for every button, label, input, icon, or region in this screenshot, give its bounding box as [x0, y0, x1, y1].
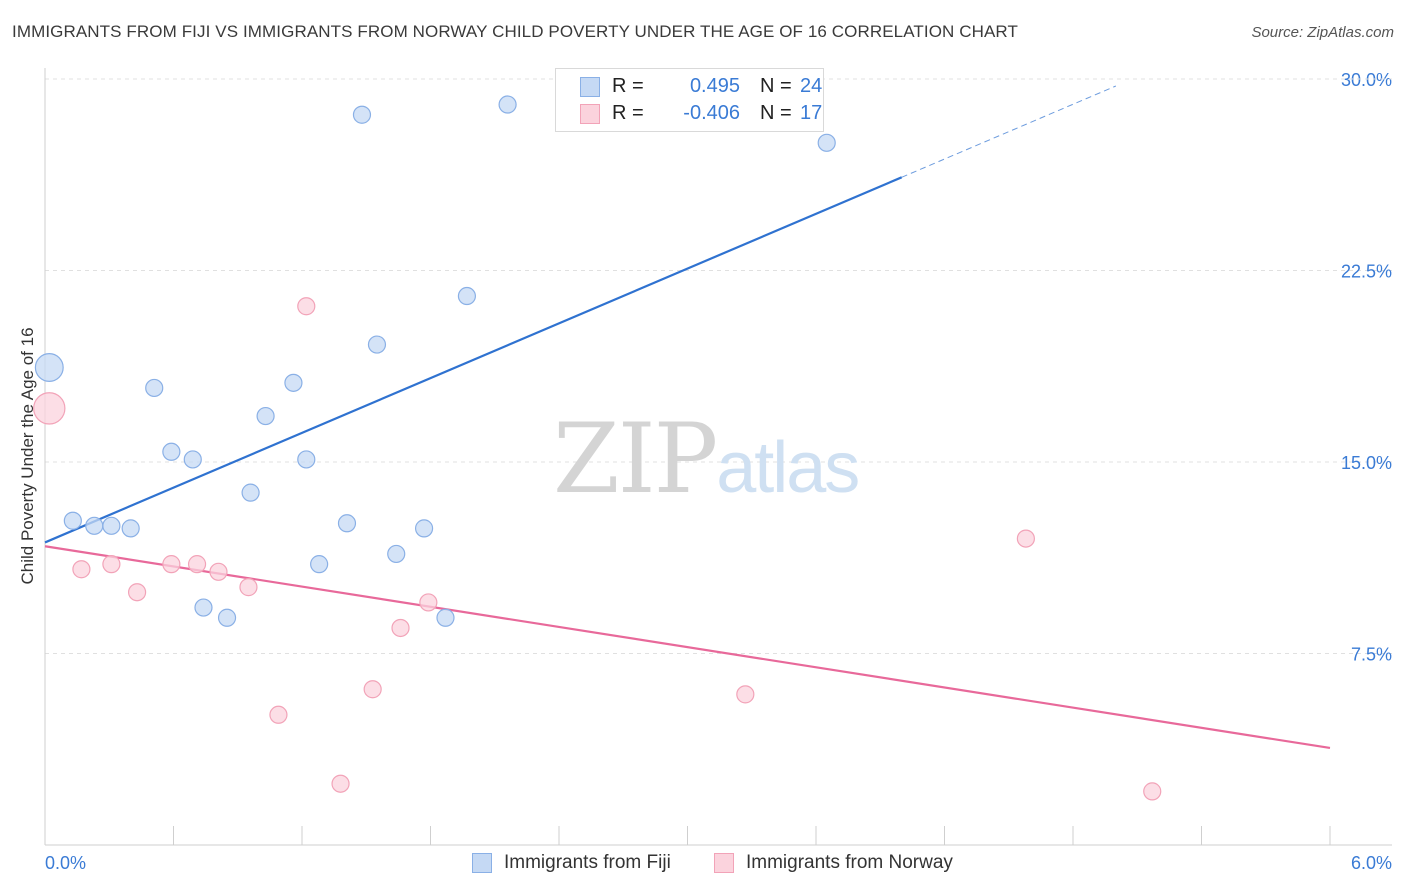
fiji-point: [145, 378, 164, 398]
norway-r-label: R =: [612, 102, 644, 124]
watermark: ZIPatlas: [553, 403, 860, 515]
fiji-point: [436, 608, 455, 627]
fiji-point: [297, 450, 316, 469]
norway-point: [33, 392, 66, 425]
norway-r-value: -0.406: [683, 102, 740, 124]
fiji-point: [310, 555, 329, 574]
norway-point: [162, 555, 181, 574]
x-tick-label: 6.0%: [1351, 853, 1392, 873]
norway-point: [1143, 782, 1162, 801]
norway-point: [209, 562, 228, 581]
fiji-point: [817, 133, 836, 152]
fiji-point: [85, 516, 104, 535]
x-tick-label: 0.0%: [45, 853, 86, 873]
norway-point: [102, 555, 121, 574]
fiji-n-value: 24: [800, 75, 823, 97]
norway-point: [269, 705, 288, 724]
y-tick-label: 22.5%: [1341, 262, 1392, 282]
fiji-point: [194, 598, 213, 617]
norway-n-value: 17: [800, 102, 823, 124]
fiji-point: [367, 335, 387, 354]
correlation-legend: R = 0.495 N = 24 R = -0.406 N = 17: [555, 68, 824, 132]
norway-point: [72, 560, 91, 579]
y-tick-label: 15.0%: [1341, 453, 1392, 473]
fiji-n-label: N =: [760, 75, 792, 97]
fiji-point: [63, 511, 82, 530]
fiji-point: [414, 519, 434, 538]
norway-legend-label: Immigrants from Norway: [746, 852, 953, 873]
fiji-point: [34, 353, 64, 382]
norway-swatch: [580, 104, 600, 124]
fiji-point: [352, 105, 372, 124]
fiji-point: [102, 516, 121, 535]
y-tick-label: 7.5%: [1351, 645, 1392, 665]
y-tick-label: 30.0%: [1341, 70, 1392, 90]
fiji-point: [457, 286, 477, 306]
fiji-point: [498, 95, 517, 114]
norway-n-label: N =: [760, 102, 792, 124]
norway-point: [736, 685, 755, 704]
norway-point: [331, 774, 350, 793]
norway-point: [297, 297, 316, 316]
fiji-legend-swatch: [472, 853, 492, 873]
norway-trendline: [44, 545, 1331, 750]
fiji-point: [183, 450, 202, 469]
norway-point: [1016, 529, 1035, 548]
chart-title: IMMIGRANTS FROM FIJI VS IMMIGRANTS FROM …: [12, 22, 1018, 41]
fiji-point: [162, 442, 181, 461]
fiji-trendline-extension: [901, 85, 1117, 178]
norway-point: [187, 555, 207, 574]
norway-legend-swatch: [714, 853, 734, 873]
fiji-point: [284, 373, 303, 392]
norway-point: [127, 583, 147, 602]
fiji-point: [241, 483, 260, 502]
fiji-swatch: [580, 77, 600, 97]
fiji-r-label: R =: [612, 75, 644, 97]
fiji-point: [337, 514, 357, 533]
fiji-point: [256, 406, 275, 426]
fiji-point: [387, 544, 406, 564]
norway-point: [391, 618, 410, 638]
source-credit: Source: ZipAtlas.com: [1251, 24, 1394, 41]
y-axis-label: Child Poverty Under the Age of 16: [18, 327, 37, 585]
fiji-r-value: 0.495: [689, 75, 740, 97]
fiji-point: [121, 519, 140, 538]
norway-point: [419, 593, 438, 612]
fiji-trendline: [44, 176, 903, 544]
norway-point: [363, 680, 382, 699]
fiji-point: [217, 608, 237, 627]
norway-point: [239, 578, 258, 597]
fiji-legend-label: Immigrants from Fiji: [504, 852, 671, 873]
